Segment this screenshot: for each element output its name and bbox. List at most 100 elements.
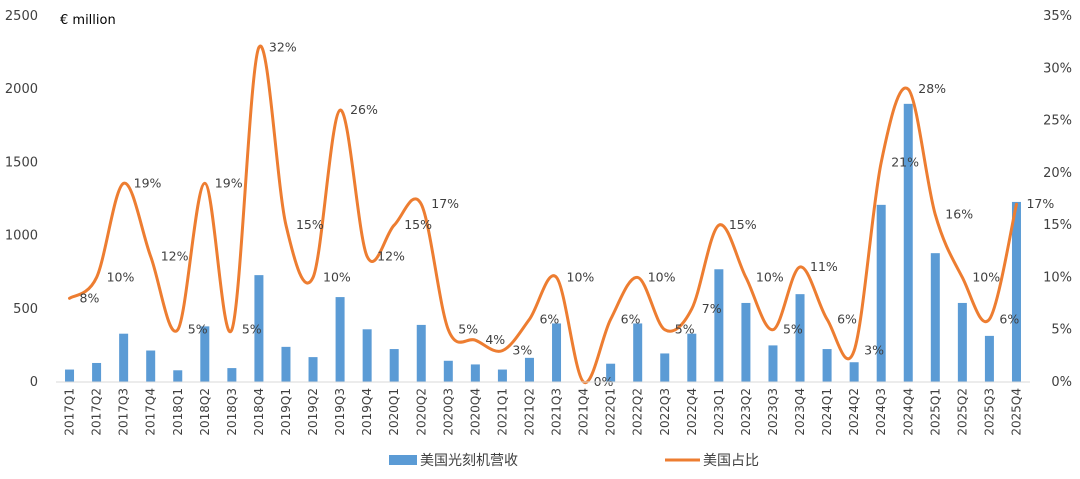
line-data-label: 32% (269, 39, 297, 54)
bar (714, 269, 724, 382)
bar (389, 349, 399, 382)
line-data-label: 12% (377, 249, 405, 264)
bar (795, 294, 805, 382)
bar (876, 204, 886, 382)
x-axis-tick-label: 2017Q3 (117, 388, 131, 436)
legend-line-label: 美国占比 (703, 453, 759, 469)
x-axis-tick-label: 2025Q2 (955, 388, 969, 436)
bar (768, 345, 778, 382)
bar-series (65, 103, 1021, 382)
line-data-label: 5% (458, 322, 478, 337)
bar (552, 323, 562, 382)
line-data-label: 4% (485, 332, 505, 347)
bar (335, 297, 345, 382)
line-data-label: 19% (215, 175, 243, 190)
line-data-label: 5% (783, 322, 803, 337)
bar (606, 363, 616, 382)
line-data-label: 15% (296, 217, 324, 232)
line-data-label: 11% (810, 259, 838, 274)
bar (687, 333, 697, 382)
line-data-label: 7% (702, 301, 722, 316)
x-axis-tick-label: 2018Q2 (198, 388, 212, 436)
left-axis-tick-label: 500 (13, 302, 38, 317)
line-data-label: 5% (188, 322, 208, 337)
x-axis-tick-label: 2023Q4 (793, 388, 807, 436)
bar (903, 103, 913, 382)
bar (65, 369, 75, 382)
bar (200, 326, 210, 382)
left-axis-tick-label: 2000 (5, 82, 38, 97)
legend-bar-swatch (389, 455, 417, 465)
x-axis-tick-label: 2024Q3 (874, 388, 888, 436)
line-data-label: 26% (350, 102, 378, 117)
right-axis: 0% 5% 10% 15% 20% 25% 30% 35% (1043, 9, 1072, 390)
line-data-label: 6% (621, 311, 641, 326)
left-axis-unit-label: € million (60, 13, 116, 28)
bar (930, 253, 940, 382)
line-data-label: 3% (864, 343, 884, 358)
right-axis-tick-label: 10% (1043, 270, 1072, 285)
bar (470, 364, 480, 382)
line-data-label: 6% (837, 311, 857, 326)
x-axis-tick-label: 2020Q3 (441, 388, 455, 436)
x-axis-tick-label: 2022Q4 (685, 388, 699, 436)
line-data-label: 21% (891, 154, 919, 169)
line-data-label: 28% (918, 81, 946, 96)
bar (146, 350, 156, 382)
x-axis-tick-label: 2017Q1 (63, 388, 77, 436)
line-data-label: 5% (675, 322, 695, 337)
right-axis-tick-label: 25% (1043, 114, 1072, 129)
x-axis-tick-label: 2018Q3 (225, 388, 239, 436)
x-axis-tick-label: 2024Q1 (820, 388, 834, 436)
x-axis-tick-label: 2017Q4 (144, 388, 158, 436)
x-axis-tick-label: 2022Q3 (658, 388, 672, 436)
x-axis-tick-label: 2022Q1 (604, 388, 618, 436)
bar (119, 333, 129, 382)
line-data-label: 15% (729, 217, 757, 232)
right-axis-tick-label: 30% (1043, 61, 1072, 76)
line-data-label: 15% (404, 217, 432, 232)
x-axis-tick-label: 2018Q4 (252, 388, 266, 436)
bar (984, 335, 994, 382)
bar (524, 357, 534, 382)
bar (822, 349, 832, 382)
bar (227, 368, 237, 382)
x-axis-tick-label: 2024Q2 (847, 388, 861, 436)
line-data-label: 6% (999, 311, 1019, 326)
x-axis-tick-label: 2025Q1 (928, 388, 942, 436)
legend-bar-label: 美国光刻机营收 (420, 453, 518, 469)
right-axis-tick-label: 0% (1051, 375, 1072, 390)
x-axis-tick-label: 2019Q4 (360, 388, 374, 436)
line-data-label: 10% (756, 269, 784, 284)
left-axis-tick-label: 1000 (5, 229, 38, 244)
x-axis-tick-label: 2021Q1 (495, 388, 509, 436)
line-data-labels: 8% 10% 19% 12% 5% 19% 5% 32% 15% 10% 26% 12% 15% 17% 5… (80, 39, 1055, 389)
line-data-label: 3% (512, 343, 532, 358)
bar (957, 302, 967, 382)
x-axis-tick-label: 2020Q4 (468, 388, 482, 436)
line-data-label: 10% (972, 269, 1000, 284)
line-data-label: 10% (323, 269, 351, 284)
x-axis-tick-label: 2021Q3 (550, 388, 564, 436)
line-data-label: 16% (945, 207, 973, 222)
left-axis-tick-label: 0 (30, 375, 38, 390)
left-axis-tick-label: 2500 (5, 9, 38, 24)
bar (849, 362, 859, 382)
bar (362, 329, 372, 382)
line-data-label: 17% (1026, 196, 1054, 211)
line-data-label: 10% (648, 269, 676, 284)
line-data-label: 6% (539, 311, 559, 326)
bar (92, 362, 102, 382)
bar (416, 324, 426, 382)
x-axis-tick-label: 2023Q3 (766, 388, 780, 436)
bar (281, 346, 291, 382)
x-axis-tick-label: 2019Q2 (306, 388, 320, 436)
x-axis-tick-label: 2025Q3 (982, 388, 996, 436)
right-axis-tick-label: 20% (1043, 166, 1072, 181)
left-axis-tick-label: 1500 (5, 155, 38, 170)
right-axis-tick-label: 15% (1043, 218, 1072, 233)
x-axis-tick-label: 2024Q4 (901, 388, 915, 436)
line-data-label: 17% (431, 196, 459, 211)
bar (254, 275, 264, 382)
